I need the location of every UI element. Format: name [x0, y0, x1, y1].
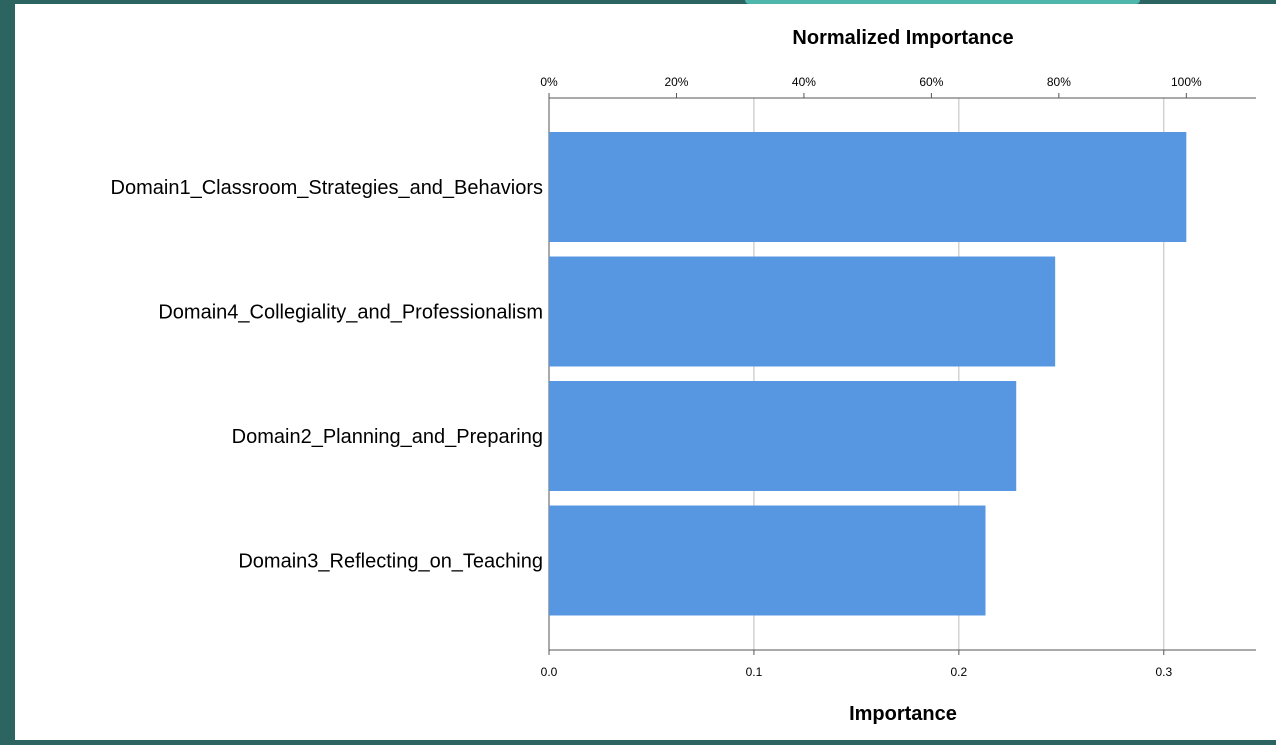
top-axis-title: Normalized Importance — [792, 27, 1013, 49]
bottom-tick-label-0: 0.0 — [541, 665, 558, 679]
category-label-4: Domain3_Reflecting_on_Teaching — [238, 551, 543, 573]
chart-panel: Normalized Importance Importance Domain1… — [15, 4, 1276, 740]
category-label-3: Domain2_Planning_and_Preparing — [232, 426, 543, 448]
top-tick-label-5: 100% — [1171, 75, 1202, 89]
x-axis-title: Importance — [849, 703, 957, 725]
top-tick-label-4: 80% — [1047, 75, 1071, 89]
bar-1 — [549, 132, 1187, 242]
bottom-tick-label-2: 0.2 — [951, 665, 968, 679]
header-accent-tab — [745, 0, 1140, 4]
bar-3 — [549, 381, 1017, 491]
category-label-1: Domain1_Classroom_Strategies_and_Behavio… — [111, 177, 543, 199]
bar-4 — [549, 505, 986, 616]
top-tick-label-2: 40% — [792, 75, 816, 89]
category-label-2: Domain4_Collegiality_and_Professionalism — [158, 302, 543, 324]
bottom-tick-label-1: 0.1 — [746, 665, 763, 679]
top-tick-label-0: 0% — [540, 75, 558, 89]
top-tick-label-3: 60% — [919, 75, 943, 89]
top-tick-label-1: 20% — [664, 75, 688, 89]
bar-2 — [549, 256, 1056, 367]
importance-bar-chart: Normalized Importance Importance Domain1… — [111, 27, 1256, 725]
bottom-tick-label-3: 0.3 — [1155, 665, 1172, 679]
